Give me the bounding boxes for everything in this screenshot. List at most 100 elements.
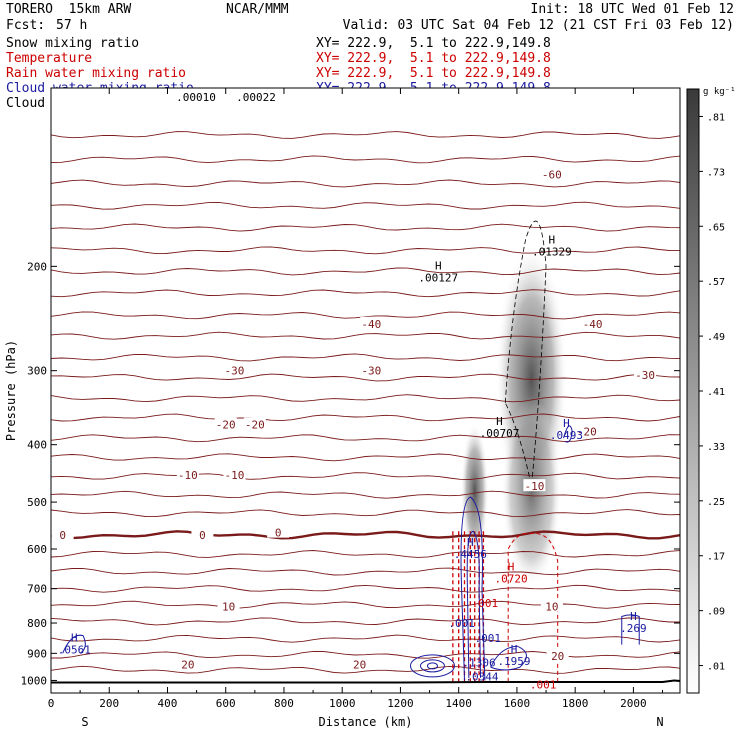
isotherm [51,472,680,480]
y-tick-label: 200 [27,260,47,273]
contour-value: .001 [448,617,475,630]
isotherm [51,490,680,499]
high-value: .269 [620,622,647,635]
plot-area [51,88,680,693]
colorbar-tick-label: .81 [707,112,725,123]
high-marker: H [563,417,570,430]
high-value: .01329 [532,245,572,258]
label-backdrop [348,657,371,670]
org-label: NCAR/MMM [226,2,289,17]
colorbar-tick-label: .25 [707,497,725,508]
high-marker: H [467,536,474,549]
rain-contours [452,531,559,682]
isotherm-label: 10 [545,600,558,613]
label-backdrop [176,657,199,670]
isotherm [51,567,680,576]
label-backdrop [360,316,383,329]
label-backdrop [51,527,74,540]
contour-value: .001 [475,632,502,645]
isotherm-label: 0 [59,529,66,542]
cloud-water-contour [409,654,455,678]
cloud-water-contour [426,662,438,670]
plot-frame [50,87,681,694]
isotherm [51,353,680,362]
contour-value: .001 [530,678,557,691]
isotherm-label: 0 [199,529,206,542]
isotherm [51,131,680,139]
colorbar-tick-label: .33 [707,442,725,453]
contour-value: .001 [472,597,499,610]
high-marker: H [549,233,556,246]
zero-isotherm [51,530,680,540]
snow-plume [460,421,489,562]
isotherm-label: 20 [181,659,194,672]
plot-border [50,87,681,694]
overlay-label-right: .00022 [236,91,276,104]
high-value: .0561 [58,644,91,657]
y-tick-label: 1000 [21,674,48,687]
label-backdrop [634,367,657,380]
x-tick-label: 600 [216,697,236,710]
isotherm-label: 20 [353,659,366,672]
x-tick-label: 1200 [387,697,414,710]
isotherm-label: -40 [583,318,603,331]
isotherm [51,289,680,298]
y-axis-label: Pressure (hPa) [4,340,18,441]
isotherm-label: 0 [275,527,282,540]
isotherm [51,600,680,609]
colorbar-tick-label: .49 [707,332,725,343]
high-marker: H [630,610,637,623]
isotherm-label: -30 [635,369,655,382]
cloud-water-contours [62,425,640,681]
isotherm [51,155,680,164]
isotherm-label: 10 [222,600,235,613]
x-tick-label: 0 [48,697,55,710]
x-tick-label: 400 [158,697,178,710]
rain-contour [507,532,559,682]
high-value: .0720 [495,573,528,586]
overlay-label-left: .00010 [176,91,216,104]
y-tick-label: 700 [27,583,47,596]
contour-labels: -60 -40 -40 -30 -30 -30 -20 -20 -20 -10 -10 -10 0 0 0 1… [51,91,657,691]
high-marker: H [511,643,518,656]
label-backdrop [176,467,199,480]
y-tick-label: 800 [27,617,47,630]
colorbar: .01 .09 .17 .25 .33 .41 .49 .57 .65 .73 .81 g kg⁻¹ [686,87,736,694]
isotherm [51,373,680,382]
x-tick-label: 1600 [504,697,531,710]
isotherm-contours [51,131,680,674]
contour-value: .1306 [463,656,496,669]
label-backdrop [217,599,240,612]
isotherm-label: -10 [225,469,245,482]
label-backdrop [191,527,214,540]
forecast-label: Fcst: [6,18,46,33]
isotherm [51,267,680,276]
south-label: S [81,715,88,729]
isotherm [51,201,680,210]
x-axis-label: Distance (km) [319,715,413,729]
y-tick-label: 500 [27,496,47,509]
isotherm [51,394,680,403]
label-backdrop [360,363,383,376]
x-tick-label: 2000 [620,697,647,710]
isotherm [51,413,680,422]
cloud-ice-contour [504,220,547,487]
label-backdrop [223,467,246,480]
label-backdrop [267,525,290,538]
isotherm [51,584,680,593]
field-name: Rain water mixing ratio [6,66,187,81]
label-backdrop [546,649,569,662]
x-tick-label: 1800 [562,697,589,710]
label-backdrop [575,424,598,437]
field-name: Snow mixing ratio [6,36,140,51]
north-label: N [656,715,663,729]
colorbar-tick-label: .17 [707,552,725,563]
cloud-water-contour [460,496,486,681]
y-tick-label: 600 [27,543,47,556]
isotherm [51,311,680,320]
isotherm-label: 20 [551,650,564,663]
contour-value: .0344 [465,671,498,684]
label-backdrop [214,417,237,430]
high-marker: H [508,561,515,574]
